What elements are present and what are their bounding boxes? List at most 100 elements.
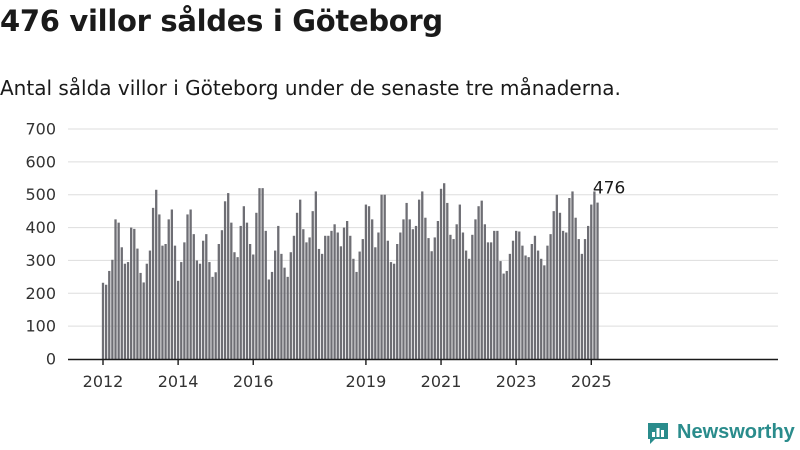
bar xyxy=(508,253,512,359)
bar xyxy=(471,234,474,359)
bar xyxy=(248,244,252,359)
bar xyxy=(264,230,267,359)
bar xyxy=(499,261,502,359)
bar xyxy=(317,248,321,359)
bar xyxy=(515,230,518,359)
bar xyxy=(148,250,152,359)
bar xyxy=(320,253,324,359)
bar xyxy=(405,202,408,359)
bar xyxy=(574,217,577,359)
bar xyxy=(327,235,330,359)
bar xyxy=(336,232,339,359)
brand: Newsworthy xyxy=(645,419,795,445)
bar xyxy=(474,219,477,359)
bar xyxy=(230,222,233,359)
bar xyxy=(330,230,333,359)
bar xyxy=(577,239,580,359)
bar xyxy=(170,209,174,359)
bar xyxy=(380,194,383,359)
bar xyxy=(220,230,224,359)
bar xyxy=(176,280,180,359)
bar xyxy=(558,212,562,359)
bar xyxy=(173,245,177,359)
bar xyxy=(496,230,499,359)
bar xyxy=(408,219,411,359)
bar xyxy=(101,282,105,359)
bar xyxy=(427,238,430,359)
bar xyxy=(314,191,317,359)
bar xyxy=(167,219,170,359)
bar xyxy=(233,252,236,359)
bar xyxy=(518,231,521,359)
bar xyxy=(421,191,424,359)
bar xyxy=(458,204,461,359)
bar xyxy=(267,279,271,359)
bar xyxy=(111,259,114,359)
bar xyxy=(596,202,599,359)
bar xyxy=(120,247,123,359)
bar xyxy=(580,253,584,359)
bar xyxy=(270,271,274,359)
bar xyxy=(195,260,199,359)
bar xyxy=(414,225,418,359)
x-tick-label: 2019 xyxy=(346,372,387,391)
bar xyxy=(311,211,314,359)
bar xyxy=(242,206,245,359)
bar xyxy=(164,244,167,359)
bar xyxy=(511,240,515,359)
bar xyxy=(355,271,358,359)
bar xyxy=(295,212,299,359)
bar xyxy=(452,239,455,359)
bar xyxy=(308,237,311,359)
bar xyxy=(540,258,543,359)
y-tick-label: 500 xyxy=(25,185,56,204)
bar xyxy=(180,262,183,359)
bar xyxy=(139,272,142,359)
bar xyxy=(324,235,327,359)
bar xyxy=(142,282,145,359)
bar xyxy=(145,263,148,359)
bar xyxy=(151,207,155,359)
bar xyxy=(565,232,568,359)
bar xyxy=(358,251,361,359)
bar xyxy=(561,230,565,359)
bar xyxy=(530,244,533,359)
bar xyxy=(568,198,571,359)
bars xyxy=(101,183,599,359)
bar xyxy=(349,235,352,359)
x-tick-label: 2012 xyxy=(83,372,124,391)
bar xyxy=(305,242,308,359)
bar xyxy=(236,257,239,359)
bar xyxy=(277,225,280,359)
bar xyxy=(555,194,558,359)
brand-name: Newsworthy xyxy=(677,420,795,443)
bar xyxy=(583,239,587,359)
bar xyxy=(587,225,590,359)
bar xyxy=(430,251,433,359)
bar xyxy=(342,227,346,359)
bar xyxy=(483,224,487,359)
bar xyxy=(108,270,111,359)
bar xyxy=(477,206,480,359)
bar xyxy=(286,276,289,359)
bar xyxy=(123,263,127,359)
bar xyxy=(392,263,396,359)
y-tick-label: 700 xyxy=(25,120,56,139)
bar xyxy=(464,250,468,359)
bar xyxy=(590,204,593,359)
bar xyxy=(333,224,336,359)
bar xyxy=(217,244,220,359)
bar xyxy=(158,214,161,359)
bar xyxy=(367,206,371,359)
bar xyxy=(198,263,202,359)
bar xyxy=(502,273,505,359)
bar xyxy=(117,222,120,359)
bar xyxy=(104,284,108,359)
bar xyxy=(364,204,368,359)
bar xyxy=(283,267,286,359)
bar xyxy=(449,234,452,359)
bar xyxy=(302,229,305,359)
y-tick-label: 600 xyxy=(25,152,56,171)
bar xyxy=(339,246,343,359)
